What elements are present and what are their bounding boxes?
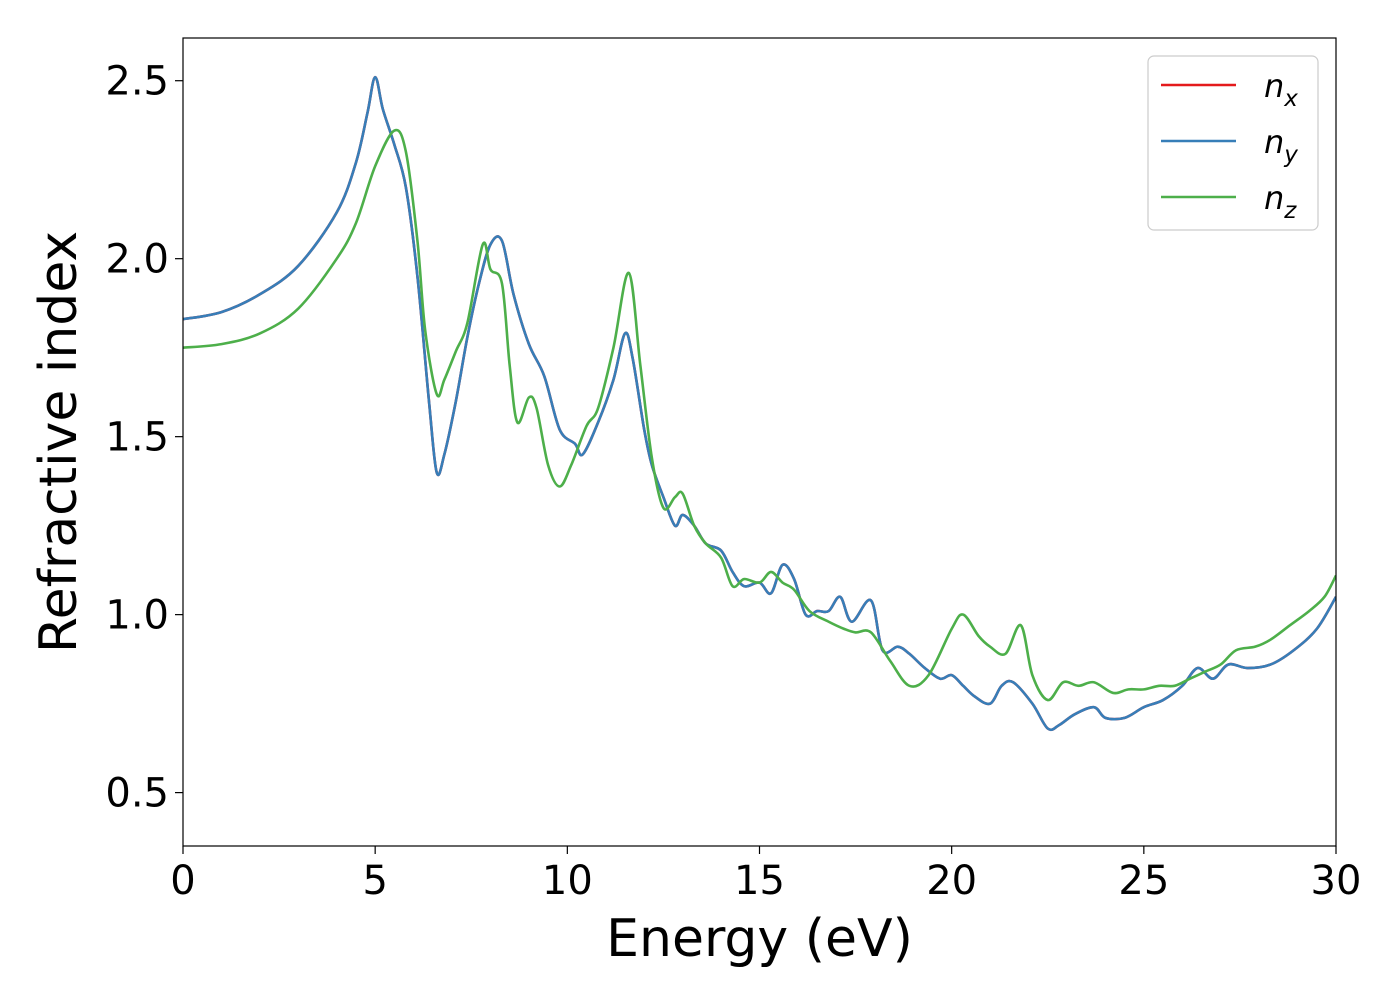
x-tick-label: 0 [170,858,195,904]
y-tick-label: 0.5 [105,771,169,817]
legend-label-subscript: x [1283,86,1298,112]
x-tick-label: 25 [1118,858,1169,904]
series-line-z [183,128,1336,702]
y-axis-title: Refractive index [29,231,89,653]
series-line-y [183,75,1336,732]
x-tick-label: 20 [926,858,977,904]
y-tick-label: 2.5 [105,59,169,105]
x-axis-title: Energy (eV) [606,909,913,969]
x-tick-label: 5 [362,858,387,904]
legend-label-base: n [1264,67,1284,105]
plot-area [182,37,1337,847]
legend-label-x: nx [1264,67,1298,112]
legend-label-z: nz [1264,179,1297,224]
x-tick-label: 30 [1311,858,1362,904]
y-axis: 0.5 1.0 1.5 2.0 2.5 [105,59,183,817]
legend-label-subscript: z [1283,198,1297,224]
series-layer [183,75,1336,732]
y-tick-label: 1.5 [105,415,169,461]
y-tick-label: 1.0 [105,593,169,639]
legend-label-subscript: y [1283,142,1298,168]
legend-label-base: n [1264,179,1284,217]
y-tick-label: 2.0 [105,237,169,283]
legend-label-base: n [1264,123,1284,161]
x-axis: 0 5 10 15 20 25 30 [170,846,1361,904]
legend-label-y: ny [1264,123,1298,168]
legend-box [1147,55,1319,231]
x-tick-label: 15 [734,858,785,904]
x-tick-label: 10 [542,858,593,904]
